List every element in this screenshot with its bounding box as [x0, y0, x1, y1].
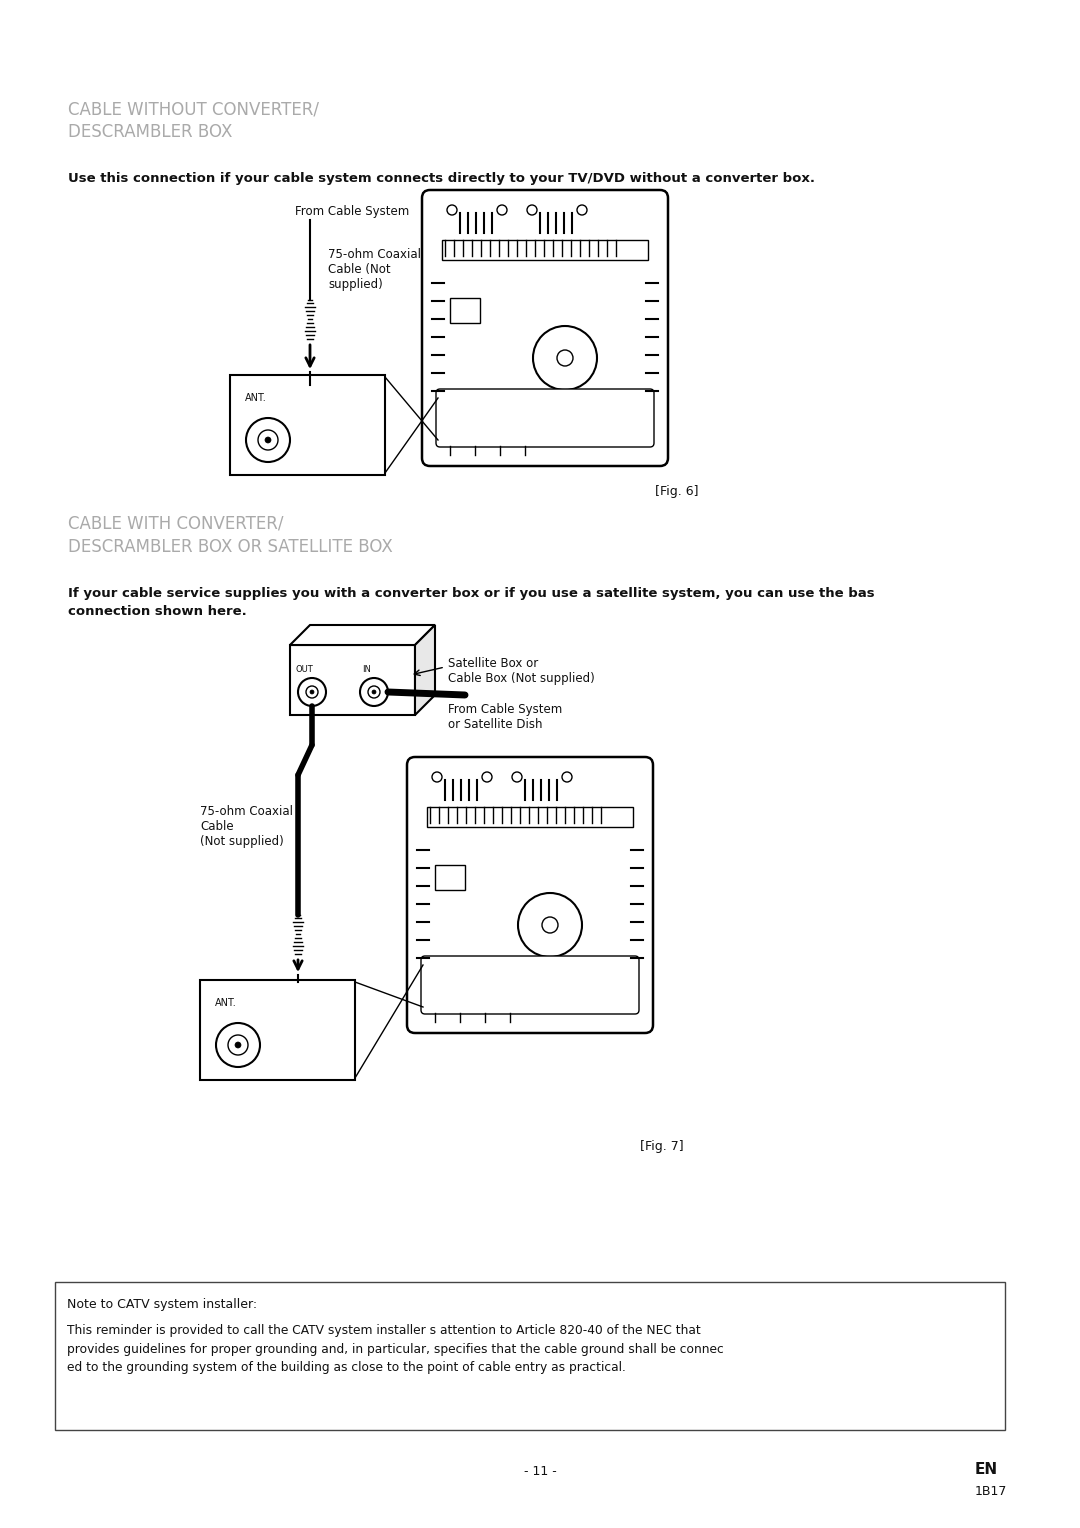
Circle shape — [562, 772, 572, 782]
Circle shape — [577, 205, 588, 215]
Circle shape — [246, 419, 291, 461]
Circle shape — [216, 1024, 260, 1067]
Text: CABLE WITH CONVERTER/
DESCRAMBLER BOX OR SATELLITE BOX: CABLE WITH CONVERTER/ DESCRAMBLER BOX OR… — [68, 515, 393, 556]
Bar — [435, 865, 465, 889]
Text: From Cable System: From Cable System — [295, 205, 409, 219]
Text: IN: IN — [362, 665, 370, 674]
FancyBboxPatch shape — [407, 756, 653, 1033]
Text: [Fig. 7]: [Fig. 7] — [640, 1140, 684, 1154]
Bar — [55, 1282, 1005, 1430]
Polygon shape — [291, 625, 435, 645]
Text: This reminder is provided to call the CATV system installer s attention to Artic: This reminder is provided to call the CA… — [67, 1323, 724, 1374]
Bar — [291, 645, 415, 715]
Circle shape — [235, 1042, 241, 1048]
Bar — [427, 807, 633, 827]
Text: 75-ohm Coaxial
Cable
(Not supplied): 75-ohm Coaxial Cable (Not supplied) — [200, 805, 293, 848]
Text: If your cable service supplies you with a converter box or if you use a satellit: If your cable service supplies you with … — [68, 587, 875, 617]
Circle shape — [432, 772, 442, 782]
Text: EN: EN — [975, 1462, 998, 1478]
Circle shape — [372, 691, 376, 694]
Circle shape — [360, 678, 388, 706]
Circle shape — [542, 917, 558, 934]
Text: - 11 -: - 11 - — [524, 1465, 556, 1478]
Text: Note to CATV system installer:: Note to CATV system installer: — [67, 1297, 257, 1311]
Text: From Cable System
or Satellite Dish: From Cable System or Satellite Dish — [448, 703, 563, 730]
Circle shape — [557, 350, 573, 367]
Text: 75-ohm Coaxial
Cable (Not
supplied): 75-ohm Coaxial Cable (Not supplied) — [328, 248, 421, 290]
Circle shape — [527, 205, 537, 215]
Text: 1B17: 1B17 — [975, 1485, 1008, 1497]
Text: CABLE WITHOUT CONVERTER/
DESCRAMBLER BOX: CABLE WITHOUT CONVERTER/ DESCRAMBLER BOX — [68, 99, 319, 141]
Circle shape — [228, 1034, 248, 1054]
Circle shape — [482, 772, 492, 782]
Text: ANT.: ANT. — [245, 393, 267, 403]
Circle shape — [534, 325, 597, 390]
Circle shape — [512, 772, 522, 782]
Bar — [450, 298, 480, 322]
Circle shape — [265, 437, 271, 443]
Circle shape — [518, 892, 582, 957]
Text: Satellite Box or
Cable Box (Not supplied): Satellite Box or Cable Box (Not supplied… — [448, 657, 595, 685]
FancyBboxPatch shape — [436, 390, 654, 448]
Text: ANT.: ANT. — [215, 998, 237, 1008]
Circle shape — [298, 678, 326, 706]
Circle shape — [258, 429, 278, 451]
Circle shape — [310, 691, 314, 694]
Text: OUT: OUT — [295, 665, 313, 674]
FancyBboxPatch shape — [422, 189, 669, 466]
Circle shape — [368, 686, 380, 698]
Bar — [230, 374, 384, 475]
Circle shape — [447, 205, 457, 215]
FancyBboxPatch shape — [421, 957, 639, 1015]
Bar — [442, 240, 648, 260]
Text: [Fig. 6]: [Fig. 6] — [654, 484, 699, 498]
Bar — [200, 979, 355, 1080]
Circle shape — [306, 686, 318, 698]
Text: Use this connection if your cable system connects directly to your TV/DVD withou: Use this connection if your cable system… — [68, 173, 815, 185]
Polygon shape — [415, 625, 435, 715]
Circle shape — [497, 205, 507, 215]
